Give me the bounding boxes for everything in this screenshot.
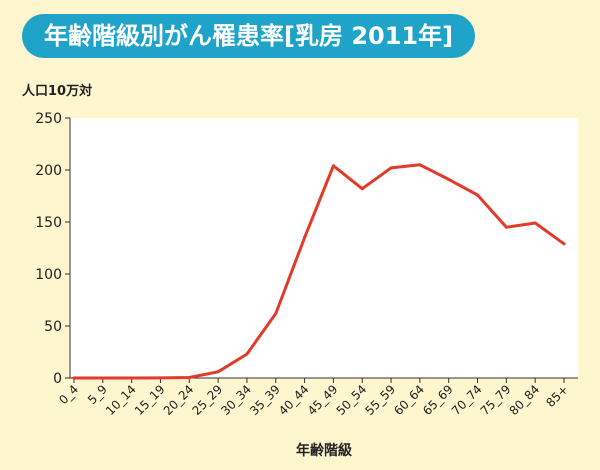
data-point	[476, 193, 480, 197]
x-tick-label: 60_64	[391, 382, 427, 418]
y-tick-label: 150	[35, 215, 62, 231]
y-tick-label: 100	[35, 267, 62, 283]
x-tick-label: 25_29	[189, 382, 225, 418]
data-point	[331, 164, 335, 168]
series-line	[72, 163, 566, 380]
data-point	[187, 375, 191, 379]
chart-title: 年齢階級別がん罹患率[乳房 2011年]	[22, 14, 476, 58]
plot-area	[70, 118, 578, 378]
data-point	[158, 376, 162, 380]
x-tick-label: 40_44	[276, 382, 312, 418]
x-tick-label: 50_54	[334, 382, 370, 418]
x-tick-label: 75_79	[478, 382, 514, 418]
data-point	[418, 163, 422, 167]
x-tick-label: 85+	[543, 382, 571, 410]
y-tick-label: 250	[35, 111, 62, 127]
x-tick-label: 35_39	[247, 382, 283, 418]
y-axis-label: 人口10万対	[22, 83, 92, 99]
data-point	[360, 187, 364, 191]
data-point	[504, 225, 508, 229]
x-axis-label: 年齢階級	[296, 442, 352, 459]
x-tick-label: 5_9	[85, 382, 110, 407]
y-tick-label: 0	[53, 371, 62, 387]
x-tick-label: 45_49	[305, 382, 341, 418]
x-tick-label: 65_69	[420, 382, 456, 418]
x-tick-label: 30_34	[218, 382, 254, 418]
x-tick-label: 10_14	[103, 382, 139, 418]
data-point	[533, 221, 537, 225]
x-tick-label: 15_19	[132, 382, 168, 418]
data-point	[101, 376, 105, 380]
data-point	[389, 166, 393, 170]
data-point	[447, 177, 451, 181]
y-tick-label: 200	[35, 163, 62, 179]
x-tick-label: 70_74	[449, 382, 485, 418]
data-point	[562, 242, 566, 246]
x-tick-label: 80_84	[507, 382, 543, 418]
data-point	[216, 370, 220, 374]
data-point	[303, 236, 307, 240]
data-point	[274, 312, 278, 316]
data-point	[130, 376, 134, 380]
x-tick-label: 55_59	[362, 382, 398, 418]
data-point	[72, 376, 76, 380]
data-point	[245, 352, 249, 356]
series-group	[72, 163, 566, 380]
x-tick-label: 20_24	[161, 382, 197, 418]
y-tick-label: 50	[44, 319, 62, 335]
